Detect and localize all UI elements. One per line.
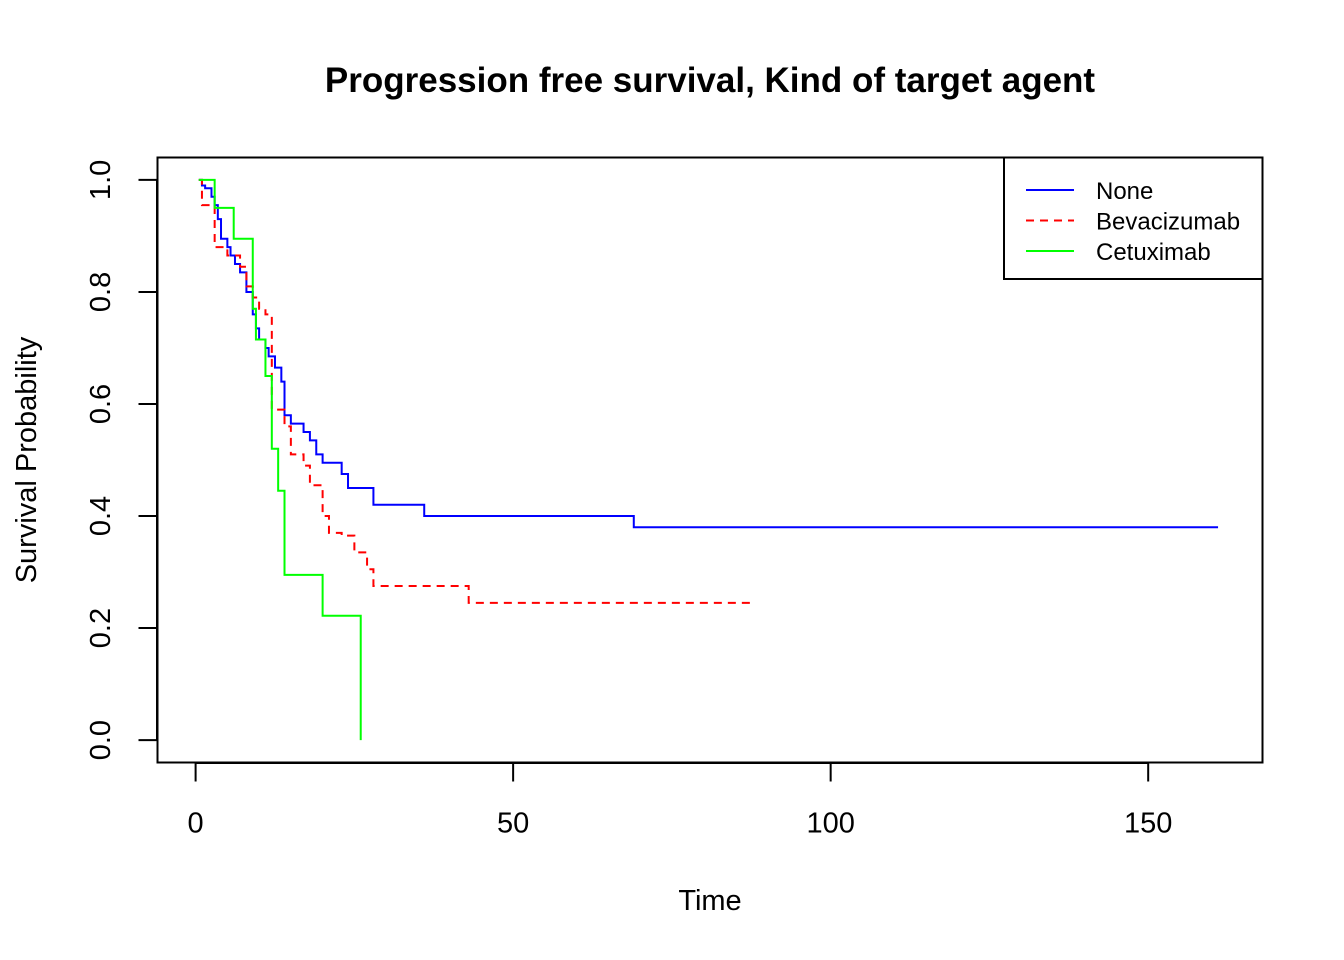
survival-curve-bevacizumab xyxy=(198,178,755,604)
y-tick-label: 0.8 xyxy=(85,272,117,312)
legend: None Bevacizumab Cetuximab xyxy=(1003,156,1264,280)
y-tick-label: 1.0 xyxy=(85,160,117,200)
legend-label-bevacizumab: Bevacizumab xyxy=(1096,209,1240,236)
legend-box xyxy=(1003,156,1264,280)
x-axis: 0 50 100 150 xyxy=(188,762,1172,840)
y-tick-label: 0.4 xyxy=(85,496,117,536)
x-tick-label: 100 xyxy=(806,808,854,840)
survival-curve-cetuximab xyxy=(198,178,362,741)
y-axis-label: Survival Probability xyxy=(11,336,43,583)
y-axis: 0.0 0.2 0.4 0.6 0.8 1.0 xyxy=(85,160,158,760)
x-tick-label: 0 xyxy=(188,808,204,840)
x-tick-label: 50 xyxy=(497,808,529,840)
chart-title: Progression free survival, Kind of targe… xyxy=(325,61,1096,100)
y-tick-label: 0.2 xyxy=(85,608,117,648)
legend-label-cetuximab: Cetuximab xyxy=(1096,239,1211,266)
series-layer xyxy=(198,178,1219,741)
legend-label-none: None xyxy=(1096,178,1153,205)
y-tick-label: 0.0 xyxy=(85,720,117,760)
y-tick-label: 0.6 xyxy=(85,384,117,424)
x-axis-label: Time xyxy=(678,885,741,917)
x-tick-label: 150 xyxy=(1124,808,1172,840)
